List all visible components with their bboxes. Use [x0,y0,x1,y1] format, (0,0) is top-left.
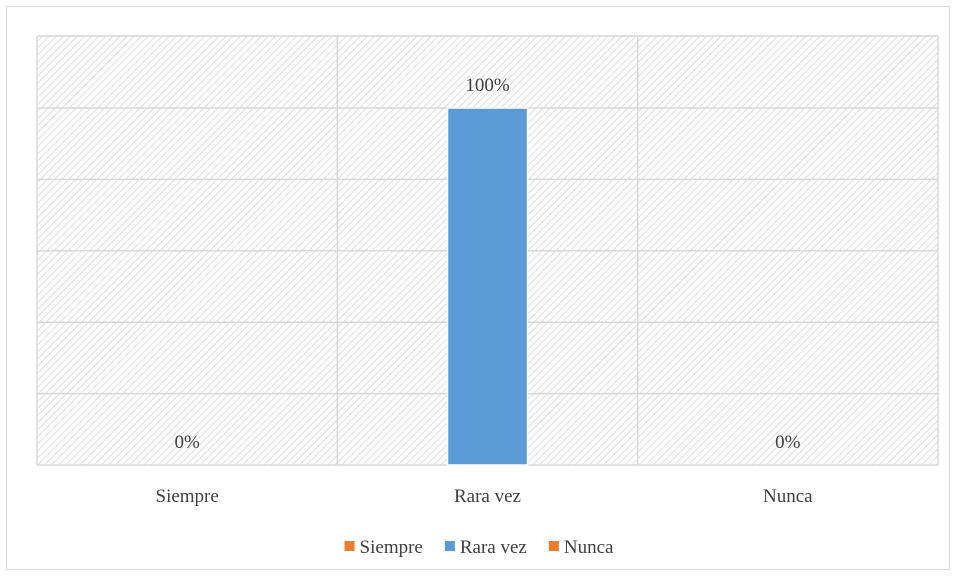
bar-rara-vez [446,107,529,466]
legend-swatch-0 [344,541,355,551]
data-labels: 0% 100% 0% [175,75,801,453]
category-label-1: Rara vez [454,486,521,507]
category-label-0: Siempre [156,486,219,507]
legend-swatch-2 [548,541,559,551]
category-label-2: Nunca [763,486,813,507]
legend-label-1: Rara vez [460,537,527,558]
legend-item-0: Siempre [344,537,423,558]
bars [446,107,529,466]
data-label-0: 0% [175,432,201,453]
data-label-2: 0% [775,432,801,453]
legend-label-0: Siempre [360,537,423,558]
legend: Siempre Rara vez Nunca [344,537,614,558]
legend-label-2: Nunca [564,537,614,558]
legend-item-2: Nunca [548,537,614,558]
legend-item-1: Rara vez [444,537,527,558]
category-axis: Siempre Rara vez Nunca [156,486,814,507]
data-label-1: 100% [465,75,510,96]
legend-swatch-1 [444,541,455,551]
